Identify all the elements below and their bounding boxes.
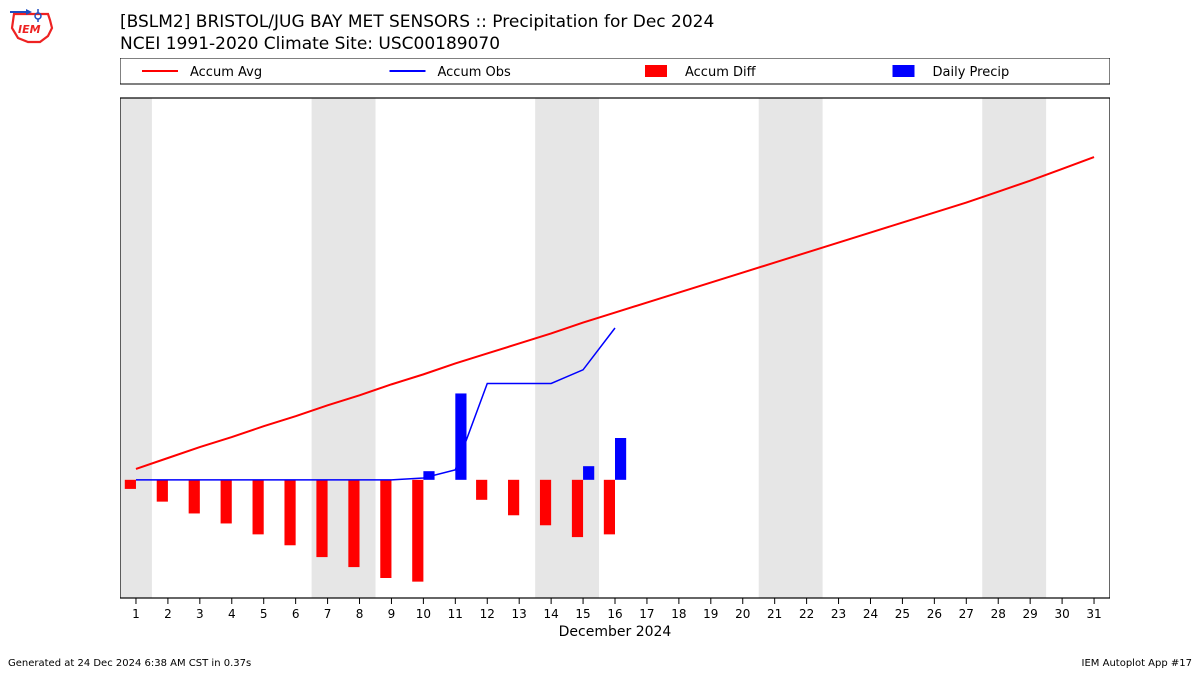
svg-text:7: 7 <box>324 607 332 621</box>
svg-text:Accum Avg: Accum Avg <box>190 65 262 80</box>
svg-text:14: 14 <box>543 607 558 621</box>
svg-text:8: 8 <box>356 607 364 621</box>
svg-text:26: 26 <box>927 607 942 621</box>
svg-text:Accum Diff: Accum Diff <box>685 65 757 80</box>
svg-text:4: 4 <box>228 607 236 621</box>
svg-text:13: 13 <box>512 607 527 621</box>
svg-text:22: 22 <box>799 607 814 621</box>
svg-text:18: 18 <box>671 607 686 621</box>
svg-text:11: 11 <box>448 607 463 621</box>
svg-text:2: 2 <box>164 607 172 621</box>
svg-text:19: 19 <box>703 607 718 621</box>
svg-text:Accum Obs: Accum Obs <box>438 65 511 80</box>
svg-text:1: 1 <box>132 607 140 621</box>
svg-text:25: 25 <box>895 607 910 621</box>
footer-app-text: IEM Autoplot App #17 <box>1082 658 1192 669</box>
svg-text:10: 10 <box>416 607 431 621</box>
svg-text:16: 16 <box>607 607 622 621</box>
svg-text:3: 3 <box>196 607 204 621</box>
svg-text:20: 20 <box>735 607 750 621</box>
svg-text:15: 15 <box>575 607 590 621</box>
iem-logo-icon: IEM <box>8 6 56 46</box>
svg-text:23: 23 <box>831 607 846 621</box>
svg-text:30: 30 <box>1054 607 1069 621</box>
precipitation-chart: Accum Avg Accum Obs Accum Diff Daily Precip… <box>120 58 1110 636</box>
footer-generated-text: Generated at 24 Dec 2024 6:38 AM CST in … <box>8 658 251 669</box>
svg-text:12: 12 <box>480 607 495 621</box>
svg-text:9: 9 <box>388 607 396 621</box>
svg-text:28: 28 <box>991 607 1006 621</box>
svg-text:24: 24 <box>863 607 878 621</box>
svg-text:27: 27 <box>959 607 974 621</box>
chart-title-line2: NCEI 1991-2020 Climate Site: USC00189070 <box>120 34 500 54</box>
svg-text:6: 6 <box>292 607 300 621</box>
svg-text:21: 21 <box>767 607 782 621</box>
svg-text:29: 29 <box>1023 607 1038 621</box>
svg-text:17: 17 <box>639 607 654 621</box>
svg-text:December 2024: December 2024 <box>559 624 672 636</box>
chart-title-line1: [BSLM2] BRISTOL/JUG BAY MET SENSORS :: P… <box>120 12 714 32</box>
svg-text:Daily Precip: Daily Precip <box>933 65 1010 80</box>
svg-text:31: 31 <box>1086 607 1101 621</box>
svg-text:IEM: IEM <box>18 23 41 36</box>
svg-text:5: 5 <box>260 607 268 621</box>
